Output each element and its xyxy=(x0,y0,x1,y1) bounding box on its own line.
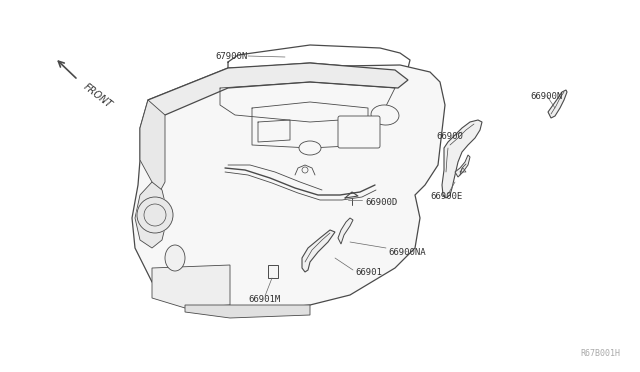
Text: 67900N: 67900N xyxy=(215,52,247,61)
Polygon shape xyxy=(152,265,230,308)
Polygon shape xyxy=(185,305,310,318)
Polygon shape xyxy=(455,155,470,177)
Text: 66901M: 66901M xyxy=(248,295,280,304)
Polygon shape xyxy=(548,90,567,118)
Polygon shape xyxy=(132,65,445,312)
FancyBboxPatch shape xyxy=(338,116,380,148)
Polygon shape xyxy=(135,182,168,248)
Text: 66900N: 66900N xyxy=(530,92,563,101)
Text: 66900D: 66900D xyxy=(365,198,397,207)
Ellipse shape xyxy=(371,105,399,125)
Polygon shape xyxy=(338,218,353,244)
Ellipse shape xyxy=(165,245,185,271)
Polygon shape xyxy=(148,63,408,118)
Text: 66900: 66900 xyxy=(436,132,463,141)
Text: FRONT: FRONT xyxy=(82,82,115,110)
Circle shape xyxy=(137,197,173,233)
Text: 66900NA: 66900NA xyxy=(388,248,426,257)
Ellipse shape xyxy=(299,141,321,155)
Polygon shape xyxy=(140,100,165,195)
Text: 66900E: 66900E xyxy=(430,192,462,201)
Text: R67B001H: R67B001H xyxy=(580,349,620,358)
Polygon shape xyxy=(302,230,335,272)
Text: 66901: 66901 xyxy=(355,268,382,277)
Polygon shape xyxy=(268,265,278,278)
Polygon shape xyxy=(442,120,482,198)
